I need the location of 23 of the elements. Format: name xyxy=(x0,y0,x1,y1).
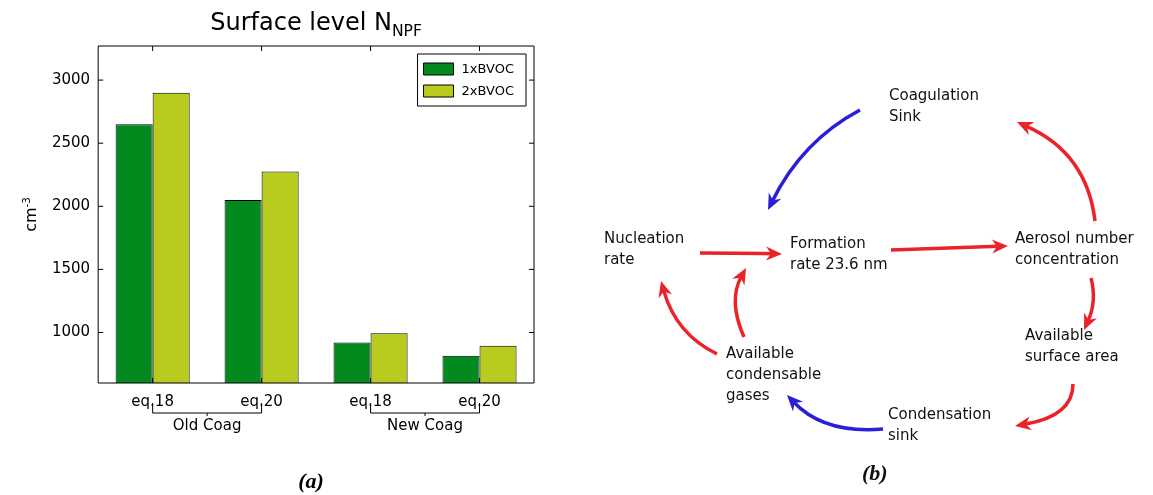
legend-label: 1xBVOC xyxy=(461,61,515,77)
text: Available condensable gases xyxy=(726,343,822,406)
y-tick-label: 2000 xyxy=(51,196,91,215)
x-tick-label: eq.20 xyxy=(240,391,283,410)
text: New Coag xyxy=(387,416,463,435)
text: Condensation sink xyxy=(888,404,992,446)
text: Nucleation rate xyxy=(604,228,685,270)
y-tick-label: 1500 xyxy=(51,259,91,278)
text: Formation rate 23.6 nm xyxy=(790,233,888,275)
y-tick-label: 1000 xyxy=(51,322,91,341)
y-tick-label: 3000 xyxy=(51,69,91,88)
y-tick-label: 2500 xyxy=(51,133,91,152)
text: Available surface area xyxy=(1025,325,1119,367)
text: (a) xyxy=(298,468,324,493)
legend-label: 2xBVOC xyxy=(461,83,515,99)
text: Coagulation Sink xyxy=(889,85,979,127)
y-axis-title: cm-3 xyxy=(19,197,40,232)
x-tick-label: eq.18 xyxy=(131,391,174,410)
text: (b) xyxy=(862,460,888,485)
x-tick-label: eq.18 xyxy=(349,391,392,410)
x-tick-label: eq.20 xyxy=(458,391,501,410)
text: Aerosol number concentration xyxy=(1015,228,1134,270)
text: Old Coag xyxy=(172,416,242,435)
